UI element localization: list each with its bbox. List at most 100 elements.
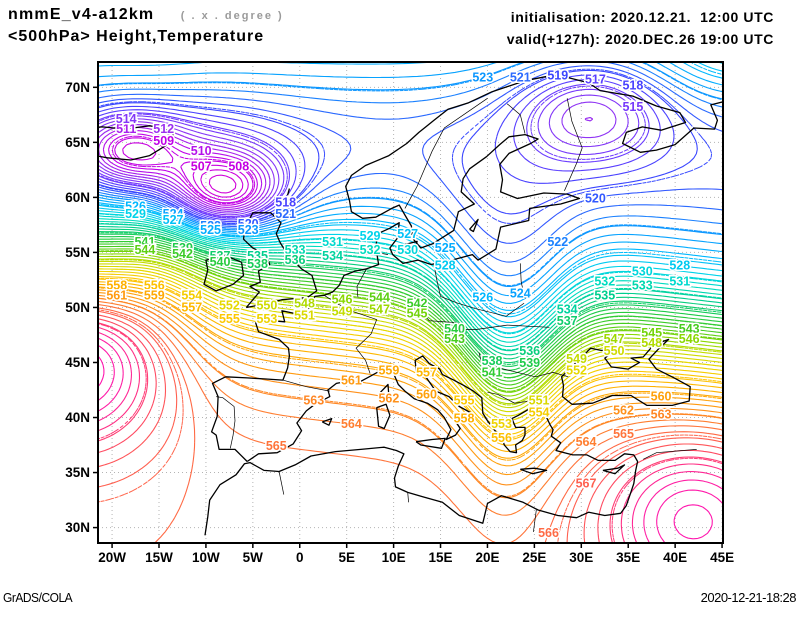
footer-timestamp: 2020-12-21-18:28: [700, 590, 797, 605]
lon-tick-label: 0: [296, 550, 304, 565]
units-note: ( . x . degree ): [180, 10, 284, 22]
svg-text:541: 541: [134, 235, 155, 249]
svg-text:521: 521: [275, 207, 296, 221]
lon-tick-label: 45E: [710, 550, 734, 565]
lon-tick-label: 30E: [569, 550, 593, 565]
svg-text:540: 540: [444, 322, 465, 336]
svg-text:525: 525: [435, 241, 456, 255]
svg-text:514: 514: [116, 112, 137, 126]
svg-text:530: 530: [632, 265, 653, 279]
svg-text:519: 519: [547, 69, 568, 83]
svg-text:537: 537: [557, 314, 578, 328]
svg-text:562: 562: [378, 392, 399, 406]
svg-text:511: 511: [116, 122, 136, 136]
svg-text:557: 557: [416, 366, 437, 380]
svg-text:536: 536: [285, 253, 306, 267]
svg-text:510: 510: [191, 144, 212, 158]
svg-text:563: 563: [303, 394, 324, 408]
svg-text:528: 528: [669, 259, 690, 273]
svg-text:556: 556: [491, 431, 512, 445]
lon-tick-label: 5E: [338, 550, 355, 565]
lat-tick-label: 35N: [65, 465, 90, 480]
svg-text:541: 541: [482, 366, 503, 380]
lon-tick-label: 10E: [382, 550, 406, 565]
svg-text:545: 545: [641, 326, 662, 340]
svg-text:539: 539: [519, 356, 540, 370]
svg-text:561: 561: [106, 289, 127, 303]
svg-text:548: 548: [641, 336, 662, 350]
svg-text:544: 544: [369, 290, 390, 304]
svg-text:557: 557: [181, 300, 202, 314]
svg-text:533: 533: [632, 279, 653, 293]
svg-text:553: 553: [491, 417, 512, 431]
svg-text:531: 531: [669, 275, 690, 289]
svg-text:558: 558: [106, 279, 127, 293]
svg-text:508: 508: [228, 160, 249, 174]
coastlines: [98, 75, 723, 536]
svg-text:524: 524: [510, 287, 531, 301]
svg-text:547: 547: [604, 332, 625, 346]
svg-text:521: 521: [510, 71, 531, 85]
svg-text:556: 556: [144, 279, 165, 293]
svg-text:562: 562: [613, 403, 634, 417]
svg-text:520: 520: [585, 191, 606, 205]
svg-text:547: 547: [369, 302, 390, 316]
lon-tick-label: 15E: [428, 550, 452, 565]
svg-text:542: 542: [407, 296, 428, 310]
svg-text:530: 530: [397, 243, 418, 257]
svg-text:531: 531: [322, 235, 343, 249]
svg-text:540: 540: [210, 255, 231, 269]
svg-text:526: 526: [472, 290, 493, 304]
svg-text:560: 560: [651, 390, 672, 404]
svg-text:555: 555: [219, 312, 240, 326]
axes: 20W 15W 10W 5W 0 5E 10E 15E 20E 25E 30E 35E 40E 45E 30…: [65, 80, 734, 565]
svg-text:554: 554: [529, 405, 550, 419]
svg-text:543: 543: [679, 322, 700, 336]
header-left: nmmE_v4-a12km ( . x . degree ) <500hPa> …: [8, 6, 284, 46]
svg-text:552: 552: [566, 364, 587, 378]
svg-text:561: 561: [341, 374, 362, 388]
svg-text:543: 543: [444, 332, 465, 346]
svg-text:522: 522: [200, 219, 221, 233]
initialisation-line: initialisation: 2020.12.21. 12:00 UTC: [510, 9, 774, 25]
svg-text:565: 565: [266, 439, 287, 453]
svg-text:542: 542: [172, 247, 193, 261]
svg-text:560: 560: [416, 388, 437, 402]
svg-text:559: 559: [378, 364, 399, 378]
svg-text:538: 538: [482, 354, 503, 368]
svg-text:538: 538: [247, 257, 268, 271]
svg-text:536: 536: [519, 344, 540, 358]
svg-text:528: 528: [435, 259, 456, 273]
lat-tick-label: 40N: [65, 410, 90, 425]
svg-text:533: 533: [285, 243, 306, 257]
lat-tick-label: 65N: [65, 135, 90, 150]
svg-text:527: 527: [163, 213, 184, 227]
svg-text:546: 546: [679, 332, 700, 346]
lat-tick-label: 50N: [65, 300, 90, 315]
svg-text:539: 539: [172, 241, 193, 255]
svg-text:566: 566: [538, 526, 559, 540]
svg-text:517: 517: [585, 73, 606, 87]
height-contours: [98, 62, 723, 543]
svg-text:524: 524: [163, 207, 184, 221]
country-borders: [216, 98, 697, 533]
svg-text:512: 512: [153, 122, 174, 136]
svg-text:525: 525: [200, 223, 221, 237]
svg-text:564: 564: [341, 417, 362, 431]
lon-tick-label: 15W: [145, 550, 173, 565]
footer-grads-cola: GrADS/COLA: [3, 590, 73, 605]
svg-text:529: 529: [125, 207, 146, 221]
svg-text:550: 550: [604, 344, 625, 358]
svg-text:564: 564: [576, 435, 597, 449]
valid-line: valid(+127h): 2020.DEC.26 19:00 UTC: [506, 31, 774, 47]
lon-tick-label: 5W: [243, 550, 264, 565]
lat-tick-label: 55N: [65, 245, 90, 260]
svg-text:551: 551: [294, 308, 315, 322]
lat-tick-label: 30N: [65, 520, 90, 535]
header-right: initialisation: 2020.12.21. 12:00 UTC va…: [507, 6, 774, 50]
svg-text:554: 554: [181, 289, 202, 303]
svg-text:546: 546: [332, 292, 353, 306]
svg-text:534: 534: [322, 249, 343, 263]
svg-text:507: 507: [191, 160, 212, 174]
